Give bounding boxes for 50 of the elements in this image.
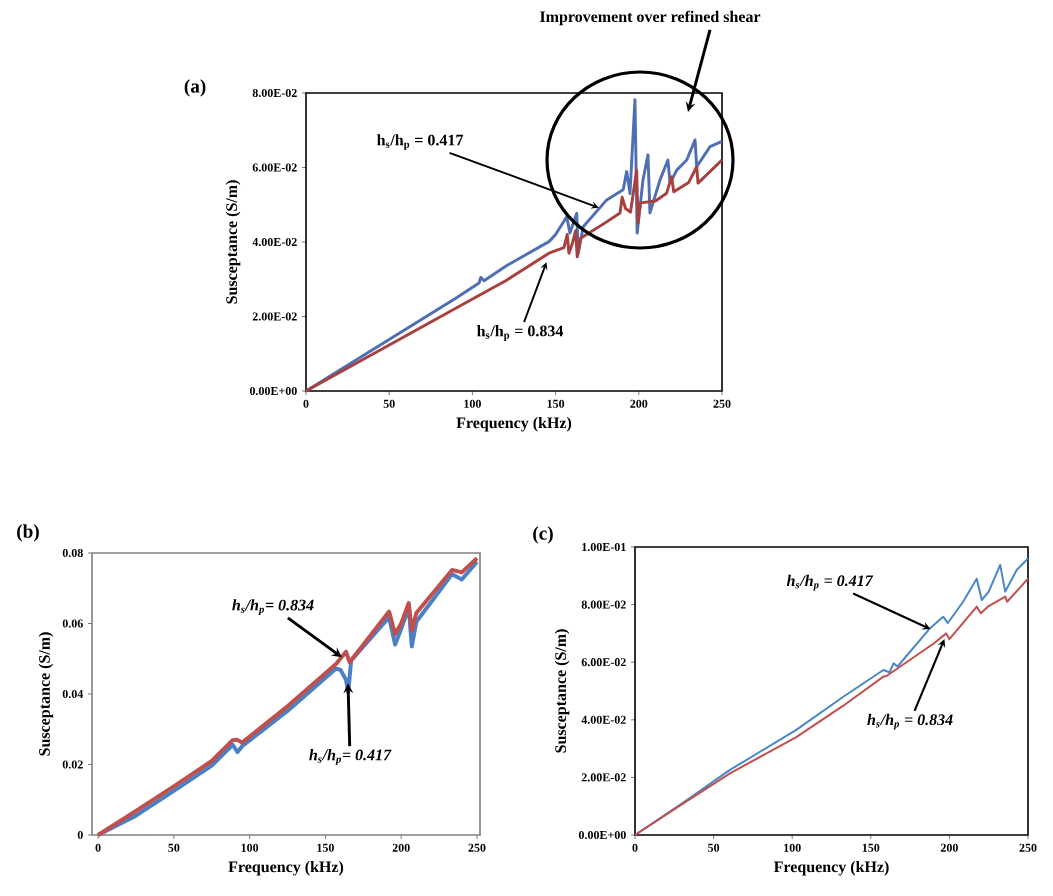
y-tick-label: 6.00E-02	[252, 163, 297, 172]
text: Improvement over refined shear	[539, 10, 761, 26]
x-tick-label: 150	[547, 399, 565, 408]
x-tick-label: 150	[862, 843, 880, 852]
x-tick-label: 100	[784, 843, 801, 852]
x-tick-label: 0	[303, 399, 309, 408]
y-tick-label: 0.00E+00	[578, 830, 626, 840]
y-tick-label: 0.06	[62, 619, 83, 628]
y-tick-label: 0.00E+00	[249, 386, 297, 396]
chart-title: (b)	[17, 524, 39, 542]
x-tick-label: 200	[392, 843, 410, 852]
y-tick-label: 0.08	[62, 548, 83, 558]
annotation: h$_{s}$/h$_{p}$= 0.417	[309, 749, 392, 765]
y-axis-title: Susceptance (S/m)	[225, 180, 241, 304]
x-axis-title: Frequency (kHz)	[228, 860, 344, 876]
y-tick-label: 8.00E-02	[252, 88, 297, 98]
x-tick-label: 100	[241, 843, 259, 852]
x-tick-label: 0	[632, 843, 638, 852]
x-tick-label: 200	[630, 399, 648, 408]
x-tick-label: 250	[1019, 843, 1037, 852]
y-tick-label: 0	[77, 830, 83, 840]
annotation: h$_{s}$/h$_{p}$= 0.834	[232, 599, 314, 616]
y-axis-title: Susceptance (S/m)	[38, 632, 54, 756]
x-tick-label: 150	[317, 843, 334, 852]
x-tick-label: 50	[168, 843, 180, 852]
x-tick-label: 50	[383, 399, 395, 408]
y-tick-label: 8.00E-02	[581, 600, 626, 609]
x-tick-label: 250	[713, 399, 731, 408]
chart-title: (a)	[184, 79, 206, 97]
x-tick-label: 0	[95, 843, 101, 852]
y-tick-label: 0.02	[62, 760, 83, 769]
x-tick-label: 250	[468, 843, 486, 852]
annotation: h$_{s}$/h$_{p}$ = 0.834	[477, 325, 564, 341]
chart-title: (c)	[533, 526, 553, 544]
y-axis-title: Susceptance (S/m)	[554, 629, 570, 753]
annotation: h$_{s}$/h$_{p}$ = 0.834	[867, 713, 953, 730]
x-axis-title: Frequency (kHz)	[456, 416, 572, 432]
y-tick-label: 0.04	[62, 689, 84, 699]
y-tick-label: 1.00E-01	[582, 542, 626, 552]
y-tick-label: 2.00E-02	[252, 312, 297, 321]
x-tick-label: 200	[940, 843, 958, 852]
x-axis-title: Frequency (kHz)	[773, 860, 889, 876]
y-tick-label: 4.00E-02	[581, 715, 626, 724]
annotation: h$_{s}$/h$_{p}$ = 0.417	[786, 574, 874, 591]
y-tick-label: 2.00E-02	[581, 773, 626, 782]
annotation: h$_{s}$/h$_{p}$ = 0.417	[377, 134, 464, 150]
x-tick-label: 50	[708, 843, 720, 852]
x-tick-label: 100	[464, 399, 481, 408]
y-tick-label: 6.00E-02	[581, 658, 626, 667]
y-tick-label: 4.00E-02	[252, 237, 297, 247]
